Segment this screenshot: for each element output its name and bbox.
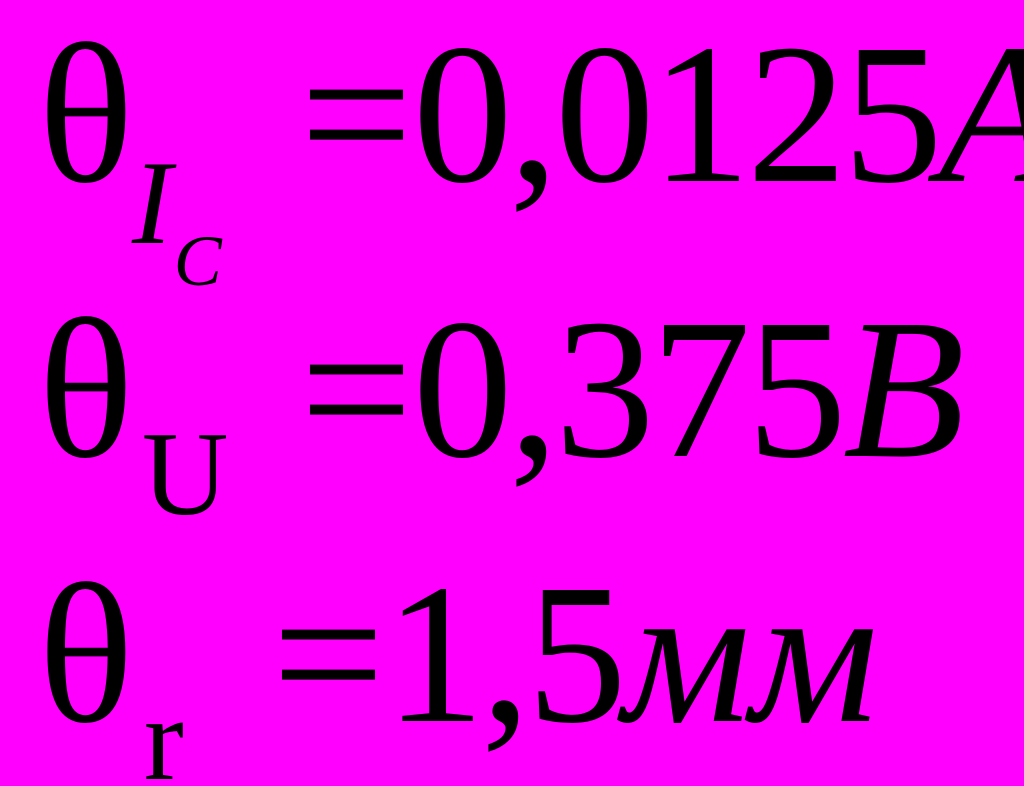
subscript-r: r (144, 670, 184, 786)
equals-sign: = (272, 555, 385, 755)
subscript-U: U (142, 405, 229, 543)
equation-rhs-r: =1,5мм (272, 555, 878, 755)
equals-sign: = (300, 290, 413, 490)
equation-canvas: θ I C =0,0125A θ U =0,375B θ r =1,5мм (0, 0, 1024, 786)
equals-sign: = (300, 15, 413, 215)
unit-mm: мм (623, 555, 878, 755)
unit-A: A (939, 15, 1024, 215)
equation-row-r: θ r (38, 555, 178, 755)
subscript-I: I (132, 134, 172, 272)
value-ic: 0,0125 (413, 15, 939, 215)
equation-rhs-u: =0,375B (300, 290, 965, 490)
equation-rhs-ic: =0,0125A (300, 15, 1024, 215)
theta-symbol: θ (38, 290, 134, 490)
unit-B: B (843, 290, 965, 490)
equation-row-u: θ U (38, 290, 224, 490)
theta-symbol: θ (38, 15, 134, 215)
value-u: 0,375 (413, 290, 843, 490)
value-r: 1,5 (385, 555, 623, 755)
theta-symbol: θ (38, 555, 134, 755)
equation-row-ic: θ I C (38, 15, 230, 215)
